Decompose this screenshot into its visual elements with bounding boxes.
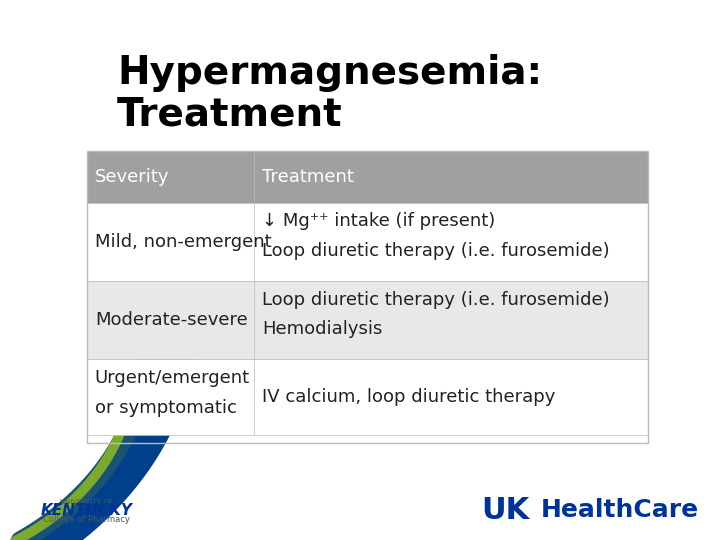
FancyBboxPatch shape [87,202,648,281]
Text: College of Pharmacy: College of Pharmacy [43,515,130,524]
Text: Hypermagnesemia:
Treatment: Hypermagnesemia: Treatment [117,54,542,133]
Text: Urgent/emergent: Urgent/emergent [95,369,250,387]
FancyBboxPatch shape [87,359,648,435]
Text: UNIVERSITY OF: UNIVERSITY OF [60,499,113,505]
Text: IV calcium, loop diuretic therapy: IV calcium, loop diuretic therapy [262,388,555,406]
Text: ↓ Mg⁺⁺ intake (if present): ↓ Mg⁺⁺ intake (if present) [262,212,495,230]
Text: or symptomatic: or symptomatic [95,399,237,416]
Text: Loop diuretic therapy (i.e. furosemide): Loop diuretic therapy (i.e. furosemide) [262,242,609,260]
FancyBboxPatch shape [87,151,648,202]
Text: Hemodialysis: Hemodialysis [262,320,382,338]
FancyBboxPatch shape [87,281,648,359]
Text: UK: UK [481,496,529,525]
Text: Treatment: Treatment [262,168,354,186]
Text: Severity: Severity [95,168,169,186]
Text: HealthCare: HealthCare [541,498,699,522]
Text: KENTUCKY: KENTUCKY [41,503,132,518]
Text: Loop diuretic therapy (i.e. furosemide): Loop diuretic therapy (i.e. furosemide) [262,291,609,308]
Text: Moderate-severe: Moderate-severe [95,311,248,329]
Text: Mild, non-emergent: Mild, non-emergent [95,233,271,251]
